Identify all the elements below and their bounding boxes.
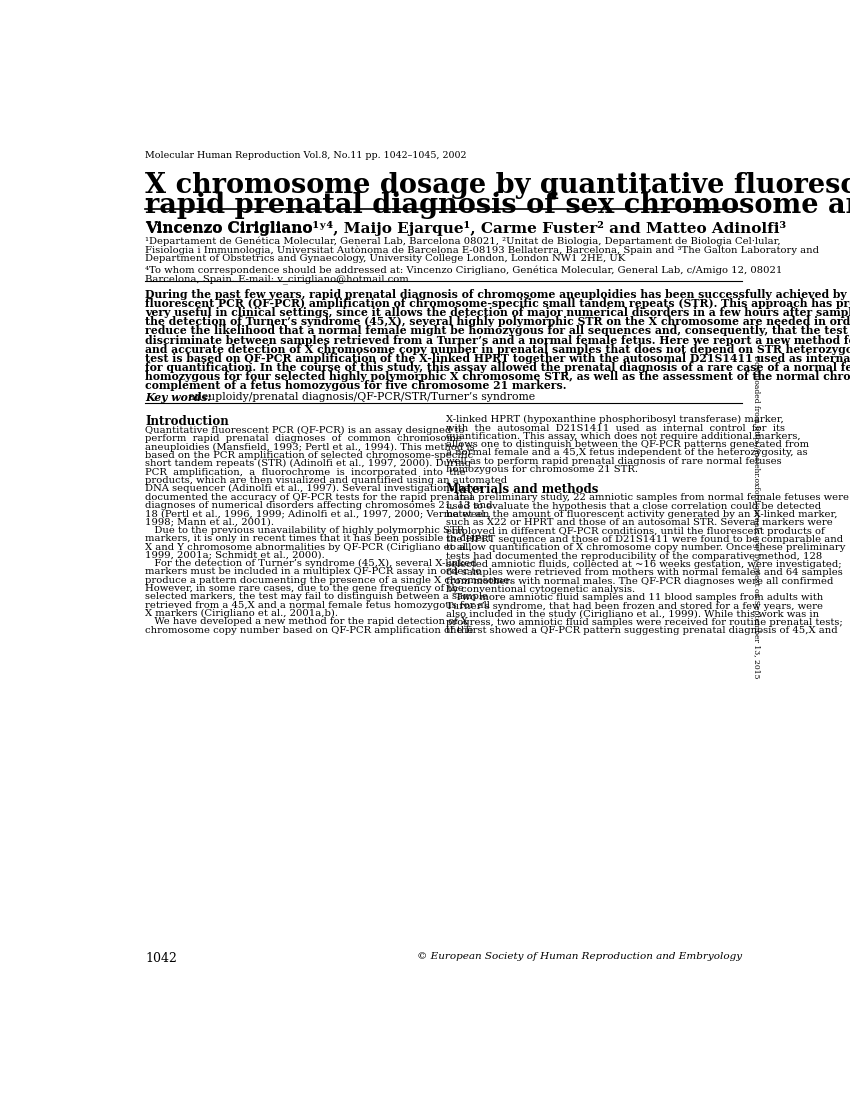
Text: X markers (Cirigliano et al., 2001a,b).: X markers (Cirigliano et al., 2001a,b).	[145, 609, 338, 618]
Text: retrieved from a 45,X and a normal female fetus homozygous for all: retrieved from a 45,X and a normal femal…	[145, 601, 490, 609]
Text: produce a pattern documenting the presence of a single X chromosome.: produce a pattern documenting the presen…	[145, 575, 513, 585]
Text: aneuploidies (Mansfield, 1993; Pertl et al., 1994). This method is: aneuploidies (Mansfield, 1993; Pertl et …	[145, 442, 474, 452]
Text: to allow quantification of X chromosome copy number. Once these preliminary: to allow quantification of X chromosome …	[445, 543, 845, 552]
Text: Department of Obstetrics and Gynaecology, University College London, London NW1 : Department of Obstetrics and Gynaecology…	[145, 254, 626, 263]
Text: Key words:: Key words:	[145, 392, 212, 403]
Text: well as to perform rapid prenatal diagnosis of rare normal fetuses: well as to perform rapid prenatal diagno…	[445, 456, 781, 465]
Text: homozygous for chromosome 21 STR.: homozygous for chromosome 21 STR.	[445, 465, 638, 474]
Text: allows one to distinguish between the QF-PCR patterns generated from: allows one to distinguish between the QF…	[445, 440, 809, 449]
Text: homozygous for four selected highly polymorphic X chromosome STR, as well as the: homozygous for four selected highly poly…	[145, 371, 850, 382]
Text: by conventional cytogenetic analysis.: by conventional cytogenetic analysis.	[445, 585, 635, 594]
Text: fluorescent PCR (QF-PCR) amplification of chromosome-specific small tandem repea: fluorescent PCR (QF-PCR) amplification o…	[145, 298, 850, 309]
Text: 64 samples were retrieved from mothers with normal females and 64 samples: 64 samples were retrieved from mothers w…	[445, 569, 842, 578]
Text: For the detection of Turner’s syndrome (45,X), several X-linked: For the detection of Turner’s syndrome (…	[145, 559, 477, 569]
Text: rapid prenatal diagnosis of sex chromosome aneuploidies: rapid prenatal diagnosis of sex chromoso…	[145, 192, 850, 219]
Text: Vincenzo Cirigliano¹ʸ⁴, Maijo Ejarque¹, Carme Fuster² and Matteo Adinolfi³: Vincenzo Cirigliano¹ʸ⁴, Maijo Ejarque¹, …	[145, 220, 786, 235]
Text: 1999, 2001a; Schmidt et al., 2000).: 1999, 2001a; Schmidt et al., 2000).	[145, 551, 325, 560]
Text: chromosome copy number based on QF-PCR amplification of the: chromosome copy number based on QF-PCR a…	[145, 626, 473, 635]
Text: test is based on QF-PCR amplification of the X-linked HPRT together with the aut: test is based on QF-PCR amplification of…	[145, 353, 850, 364]
Text: markers must be included in a multiplex QF-PCR assay in order to: markers must be included in a multiplex …	[145, 568, 481, 576]
Text: employed in different QF-PCR conditions, until the fluorescent products of: employed in different QF-PCR conditions,…	[445, 527, 824, 536]
Text: such as X22 or HPRT and those of an autosomal STR. Several markers were: such as X22 or HPRT and those of an auto…	[445, 518, 832, 527]
Text: from mothers with normal males. The QF-PCR diagnoses were all confirmed: from mothers with normal males. The QF-P…	[445, 576, 833, 585]
Text: complement of a fetus homozygous for five chromosome 21 markers.: complement of a fetus homozygous for fiv…	[145, 379, 566, 390]
Text: © European Society of Human Reproduction and Embryology: © European Society of Human Reproduction…	[416, 953, 742, 961]
Text: Quantitative fluorescent PCR (QF-PCR) is an assay designed to: Quantitative fluorescent PCR (QF-PCR) is…	[145, 426, 464, 436]
Text: Molecular Human Reproduction Vol.8, No.11 pp. 1042–1045, 2002: Molecular Human Reproduction Vol.8, No.1…	[145, 151, 467, 161]
Text: quantification. This assay, which does not require additional markers,: quantification. This assay, which does n…	[445, 432, 801, 441]
Text: progress, two amniotic fluid samples were received for routine prenatal tests;: progress, two amniotic fluid samples wer…	[445, 618, 842, 627]
Text: with  the  autosomal  D21S1411  used  as  internal  control  for  its: with the autosomal D21S1411 used as inte…	[445, 424, 785, 432]
Text: 18 (Pertl et al., 1996, 1999; Adinolfi et al., 1997, 2000; Verma et al.,: 18 (Pertl et al., 1996, 1999; Adinolfi e…	[145, 509, 490, 518]
Text: ¹Departament de Genética Molecular, General Lab, Barcelona 08021, ²Unitat de Bio: ¹Departament de Genética Molecular, Gene…	[145, 236, 780, 246]
Text: ⁴To whom correspondence should be addressed at: Vincenzo Cirigliano, Genética Mo: ⁴To whom correspondence should be addres…	[145, 266, 782, 275]
Text: used to evaluate the hypothesis that a close correlation could be detected: used to evaluate the hypothesis that a c…	[445, 502, 821, 510]
Text: Fisiologia i Immunologia, Universitat Autònoma de Barcelona E-08193 Bellaterra, : Fisiologia i Immunologia, Universitat Au…	[145, 245, 819, 255]
Text: the first showed a QF-PCR pattern suggesting prenatal diagnosis of 45,X and: the first showed a QF-PCR pattern sugges…	[445, 627, 837, 636]
Text: between the amount of fluorescent activity generated by an X-linked marker,: between the amount of fluorescent activi…	[445, 510, 837, 519]
Text: the detection of Turner’s syndrome (45,X), several highly polymorphic STR on the: the detection of Turner’s syndrome (45,X…	[145, 317, 850, 328]
Text: PCR  amplification,  a  fluorochrome  is  incorporated  into  the: PCR amplification, a fluorochrome is inc…	[145, 468, 466, 476]
Text: However, in some rare cases, due to the gene frequency of the: However, in some rare cases, due to the …	[145, 584, 464, 593]
Text: Downloaded from http://molehr.oxfordjournals.org/ by guest on September 13, 2015: Downloaded from http://molehr.oxfordjour…	[751, 355, 760, 679]
Text: the HPRT sequence and those of D21S1411 were found to be comparable and: the HPRT sequence and those of D21S1411 …	[445, 535, 843, 544]
Text: short tandem repeats (STR) (Adinolfi et al., 1997, 2000). During: short tandem repeats (STR) (Adinolfi et …	[145, 459, 471, 469]
Text: X chromosome dosage by quantitative fluorescent PCR and: X chromosome dosage by quantitative fluo…	[145, 172, 850, 199]
Text: reduce the likelihood that a normal female might be homozygous for all sequences: reduce the likelihood that a normal fema…	[145, 326, 850, 337]
Text: Vincenzo Cirigliano: Vincenzo Cirigliano	[145, 220, 313, 234]
Text: 1998; Mann et al., 2001).: 1998; Mann et al., 2001).	[145, 517, 274, 527]
Text: diagnoses of numerical disorders affecting chromosomes 21, 13 and: diagnoses of numerical disorders affecti…	[145, 500, 492, 509]
Text: 1042: 1042	[145, 953, 177, 965]
Text: markers, it is only in recent times that it has been possible to detect: markers, it is only in recent times that…	[145, 535, 491, 543]
Text: discriminate between samples retrieved from a Turner’s and a normal female fetus: discriminate between samples retrieved f…	[145, 334, 850, 345]
Text: documented the accuracy of QF-PCR tests for the rapid prenatal: documented the accuracy of QF-PCR tests …	[145, 493, 473, 502]
Text: Introduction: Introduction	[145, 415, 229, 428]
Text: DNA sequencer (Adinolfi et al., 1997). Several investigations have: DNA sequencer (Adinolfi et al., 1997). S…	[145, 484, 482, 493]
Text: Due to the previous unavailability of highly polymorphic STR: Due to the previous unavailability of hi…	[145, 526, 464, 535]
Text: We have developed a new method for the rapid detection of X: We have developed a new method for the r…	[145, 617, 468, 626]
Text: based on the PCR amplification of selected chromosome-specific: based on the PCR amplification of select…	[145, 451, 473, 460]
Text: a normal female and a 45,X fetus independent of the heterozygosity, as: a normal female and a 45,X fetus indepen…	[445, 449, 808, 458]
Text: During the past few years, rapid prenatal diagnosis of chromosome aneuploidies h: During the past few years, rapid prenata…	[145, 289, 850, 300]
Text: tests had documented the reproducibility of the comparative method, 128: tests had documented the reproducibility…	[445, 551, 822, 561]
Text: perform  rapid  prenatal  diagnoses  of  common  chromosome: perform rapid prenatal diagnoses of comm…	[145, 434, 462, 443]
Text: and accurate detection of X chromosome copy number in prenatal samples that does: and accurate detection of X chromosome c…	[145, 343, 850, 354]
Text: also included in the study (Cirigliano et al., 1999). While this work was in: also included in the study (Cirigliano e…	[445, 609, 819, 619]
Text: for quantification. In the course of this study, this assay allowed the prenatal: for quantification. In the course of thi…	[145, 362, 850, 373]
Text: In a preliminary study, 22 amniotic samples from normal female fetuses were: In a preliminary study, 22 amniotic samp…	[445, 494, 848, 503]
Text: Turner’s syndrome, that had been frozen and stored for a few years, were: Turner’s syndrome, that had been frozen …	[445, 602, 823, 610]
Text: Materials and methods: Materials and methods	[445, 483, 598, 496]
Text: aneuploidy/prenatal diagnosis/QF-PCR/STR/Turner’s syndrome: aneuploidy/prenatal diagnosis/QF-PCR/STR…	[185, 392, 536, 403]
Text: Barcelona, Spain. E-mail: v_cirigliano@hotmail.com: Barcelona, Spain. E-mail: v_cirigliano@h…	[145, 274, 409, 284]
Text: X-linked HPRT (hypoxanthine phosphoribosyl transferase) marker,: X-linked HPRT (hypoxanthine phosphoribos…	[445, 415, 784, 425]
Text: selected markers, the test may fail to distinguish between a sample: selected markers, the test may fail to d…	[145, 592, 488, 602]
Text: products, which are then visualized and quantified using an automated: products, which are then visualized and …	[145, 476, 507, 485]
Text: very useful in clinical settings, since it allows the detection of major numeric: very useful in clinical settings, since …	[145, 307, 850, 318]
Text: selected amniotic fluids, collected at ~16 weeks gestation, were investigated;: selected amniotic fluids, collected at ~…	[445, 560, 842, 569]
Text: X and Y chromosome abnormalities by QF-PCR (Cirigliano et al.,: X and Y chromosome abnormalities by QF-P…	[145, 542, 473, 551]
Text: Two more amniotic fluid samples and 11 blood samples from adults with: Two more amniotic fluid samples and 11 b…	[445, 593, 823, 602]
